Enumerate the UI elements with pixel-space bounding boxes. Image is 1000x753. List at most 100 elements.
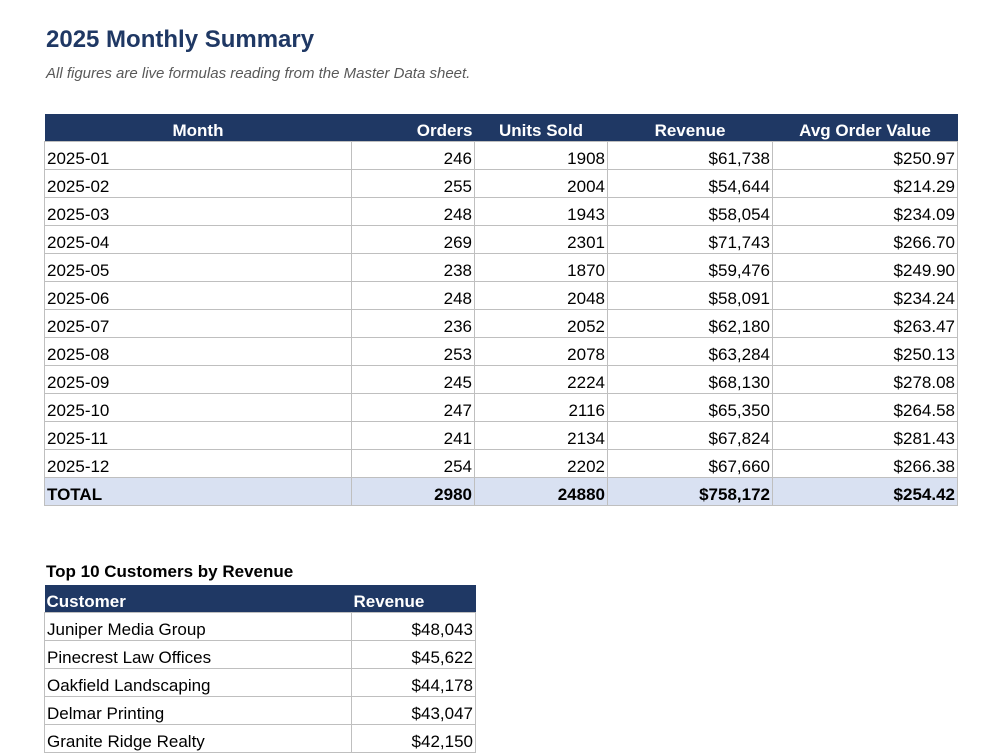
cell-month[interactable]: TOTAL — [44, 477, 352, 506]
table-row: 2025-08 253 2078 $63,284 $250.13 — [44, 337, 958, 366]
cell-revenue[interactable]: $67,660 — [607, 449, 773, 478]
customers-section-title: Top 10 Customers by Revenue — [46, 562, 294, 581]
cell-month[interactable]: 2025-07 — [44, 309, 352, 338]
cell-avg-order-value[interactable]: $264.58 — [772, 393, 958, 422]
cell-avg-order-value[interactable]: $250.13 — [772, 337, 958, 366]
cell-avg-order-value[interactable]: $263.47 — [772, 309, 958, 338]
cell-orders[interactable]: 236 — [351, 309, 475, 338]
cell-orders[interactable]: 2980 — [351, 477, 475, 506]
total-row: TOTAL 2980 24880 $758,172 $254.42 — [44, 477, 958, 506]
table-row: 2025-11 241 2134 $67,824 $281.43 — [44, 421, 958, 450]
column-header-orders[interactable]: Orders — [351, 114, 475, 142]
cell-avg-order-value[interactable]: $249.90 — [772, 253, 958, 282]
cell-avg-order-value[interactable]: $214.29 — [772, 169, 958, 198]
cell-avg-order-value[interactable]: $234.24 — [772, 281, 958, 310]
cell-units-sold[interactable]: 2301 — [474, 225, 608, 254]
cell-units-sold[interactable]: 2134 — [474, 421, 608, 450]
table-row: Juniper Media Group $48,043 — [44, 612, 476, 641]
column-header-units-sold[interactable]: Units Sold — [474, 114, 608, 142]
table-row: 2025-12 254 2202 $67,660 $266.38 — [44, 449, 958, 478]
cell-revenue[interactable]: $62,180 — [607, 309, 773, 338]
customers-header-row: Customer Revenue — [44, 585, 476, 613]
cell-units-sold[interactable]: 24880 — [474, 477, 608, 506]
cell-revenue[interactable]: $61,738 — [607, 141, 773, 170]
cell-customer[interactable]: Delmar Printing — [44, 696, 352, 725]
cell-units-sold[interactable]: 2202 — [474, 449, 608, 478]
cell-customer[interactable]: Granite Ridge Realty — [44, 724, 352, 753]
cell-month[interactable]: 2025-11 — [44, 421, 352, 450]
cell-revenue[interactable]: $67,824 — [607, 421, 773, 450]
cell-revenue[interactable]: $58,054 — [607, 197, 773, 226]
cell-avg-order-value[interactable]: $266.70 — [772, 225, 958, 254]
column-header-customer[interactable]: Customer — [44, 585, 352, 613]
cell-month[interactable]: 2025-12 — [44, 449, 352, 478]
column-header-customer-revenue[interactable]: Revenue — [351, 585, 476, 613]
cell-revenue[interactable]: $58,091 — [607, 281, 773, 310]
cell-orders[interactable]: 248 — [351, 197, 475, 226]
cell-units-sold[interactable]: 2116 — [474, 393, 608, 422]
monthly-summary-table: Month Orders Units Sold Revenue Avg Orde… — [44, 114, 958, 506]
cell-orders[interactable]: 254 — [351, 449, 475, 478]
table-row: Granite Ridge Realty $42,150 — [44, 724, 476, 753]
cell-units-sold[interactable]: 1870 — [474, 253, 608, 282]
cell-revenue[interactable]: $71,743 — [607, 225, 773, 254]
cell-orders[interactable]: 253 — [351, 337, 475, 366]
cell-revenue[interactable]: $48,043 — [351, 612, 476, 641]
table-row: 2025-10 247 2116 $65,350 $264.58 — [44, 393, 958, 422]
table-row: Delmar Printing $43,047 — [44, 696, 476, 725]
cell-customer[interactable]: Juniper Media Group — [44, 612, 352, 641]
cell-orders[interactable]: 246 — [351, 141, 475, 170]
cell-customer[interactable]: Oakfield Landscaping — [44, 668, 352, 697]
column-header-revenue[interactable]: Revenue — [607, 114, 773, 142]
cell-month[interactable]: 2025-04 — [44, 225, 352, 254]
cell-avg-order-value[interactable]: $266.38 — [772, 449, 958, 478]
cell-revenue[interactable]: $63,284 — [607, 337, 773, 366]
cell-avg-order-value[interactable]: $281.43 — [772, 421, 958, 450]
cell-month[interactable]: 2025-06 — [44, 281, 352, 310]
cell-avg-order-value[interactable]: $250.97 — [772, 141, 958, 170]
cell-orders[interactable]: 238 — [351, 253, 475, 282]
customers-body: Juniper Media Group $48,043 Pinecrest Law … — [44, 612, 476, 753]
cell-month[interactable]: 2025-02 — [44, 169, 352, 198]
cell-revenue[interactable]: $758,172 — [607, 477, 773, 506]
cell-units-sold[interactable]: 2078 — [474, 337, 608, 366]
cell-customer[interactable]: Pinecrest Law Offices — [44, 640, 352, 669]
cell-units-sold[interactable]: 2224 — [474, 365, 608, 394]
cell-units-sold[interactable]: 2052 — [474, 309, 608, 338]
table-row: 2025-05 238 1870 $59,476 $249.90 — [44, 253, 958, 282]
cell-units-sold[interactable]: 2004 — [474, 169, 608, 198]
table-row: 2025-04 269 2301 $71,743 $266.70 — [44, 225, 958, 254]
cell-units-sold[interactable]: 2048 — [474, 281, 608, 310]
cell-avg-order-value[interactable]: $234.09 — [772, 197, 958, 226]
cell-avg-order-value[interactable]: $254.42 — [772, 477, 958, 506]
cell-orders[interactable]: 269 — [351, 225, 475, 254]
cell-month[interactable]: 2025-10 — [44, 393, 352, 422]
cell-units-sold[interactable]: 1908 — [474, 141, 608, 170]
table-row: Pinecrest Law Offices $45,622 — [44, 640, 476, 669]
cell-orders[interactable]: 247 — [351, 393, 475, 422]
summary-header-row: Month Orders Units Sold Revenue Avg Orde… — [44, 114, 958, 142]
cell-orders[interactable]: 248 — [351, 281, 475, 310]
table-row: 2025-01 246 1908 $61,738 $250.97 — [44, 141, 958, 170]
column-header-avg-order-value[interactable]: Avg Order Value — [772, 114, 958, 142]
table-row: 2025-03 248 1943 $58,054 $234.09 — [44, 197, 958, 226]
cell-revenue[interactable]: $44,178 — [351, 668, 476, 697]
cell-month[interactable]: 2025-03 — [44, 197, 352, 226]
cell-month[interactable]: 2025-09 — [44, 365, 352, 394]
cell-revenue[interactable]: $68,130 — [607, 365, 773, 394]
cell-revenue[interactable]: $65,350 — [607, 393, 773, 422]
cell-revenue[interactable]: $42,150 — [351, 724, 476, 753]
cell-month[interactable]: 2025-05 — [44, 253, 352, 282]
cell-month[interactable]: 2025-01 — [44, 141, 352, 170]
cell-revenue[interactable]: $45,622 — [351, 640, 476, 669]
cell-orders[interactable]: 255 — [351, 169, 475, 198]
cell-orders[interactable]: 241 — [351, 421, 475, 450]
cell-avg-order-value[interactable]: $278.08 — [772, 365, 958, 394]
cell-revenue[interactable]: $43,047 — [351, 696, 476, 725]
cell-units-sold[interactable]: 1943 — [474, 197, 608, 226]
cell-revenue[interactable]: $54,644 — [607, 169, 773, 198]
cell-orders[interactable]: 245 — [351, 365, 475, 394]
column-header-month[interactable]: Month — [44, 114, 352, 142]
cell-month[interactable]: 2025-08 — [44, 337, 352, 366]
cell-revenue[interactable]: $59,476 — [607, 253, 773, 282]
